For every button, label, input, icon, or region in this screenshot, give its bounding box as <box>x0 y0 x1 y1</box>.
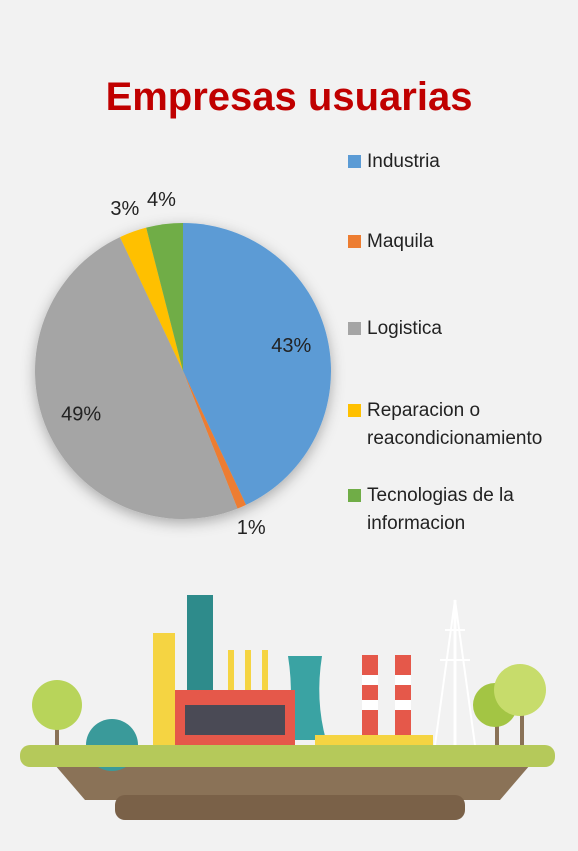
legend-label: Tecnologias de la informacion <box>367 485 514 534</box>
tree <box>494 664 546 716</box>
legend-swatch <box>348 322 361 335</box>
legend-swatch <box>348 155 361 168</box>
pipe <box>245 650 251 692</box>
legend-swatch <box>348 235 361 248</box>
stack-1 <box>362 655 378 740</box>
legend-item: Maquila <box>348 228 573 256</box>
legend-label: Maquila <box>367 231 434 252</box>
power-tower <box>434 599 476 746</box>
cooling-tower <box>285 656 326 740</box>
data-label: 4% <box>147 189 176 211</box>
legend-item: Reparacion o reacondicionamiento <box>348 397 573 453</box>
pie-slice <box>183 223 331 505</box>
pipe <box>228 650 234 692</box>
data-label: 43% <box>271 335 311 357</box>
tree <box>32 680 82 730</box>
legend-item: Tecnologias de la informacion <box>348 482 573 538</box>
pie-slice <box>34 237 238 520</box>
legend-label: Logistica <box>367 318 442 339</box>
stack-2-band <box>395 675 411 685</box>
pie-slice <box>183 371 247 509</box>
factory-stripes <box>185 705 285 735</box>
yellow-tower <box>153 633 175 748</box>
stack-1-band <box>362 675 378 685</box>
stack-1-band <box>362 700 378 710</box>
ground-grass <box>20 745 555 767</box>
pie <box>34 223 331 520</box>
data-labels: 43% 1% 49% 3% 4% <box>61 189 311 539</box>
legend-label: Industria <box>367 151 440 172</box>
pie-slice <box>119 227 183 371</box>
legend-swatch <box>348 489 361 502</box>
pie-slice <box>146 223 183 371</box>
pipe <box>262 650 268 692</box>
chimney <box>187 595 213 695</box>
legend-label: Reparacion o reacondicionamiento <box>367 400 543 449</box>
ground-base <box>55 765 530 800</box>
data-label: 49% <box>61 403 101 425</box>
legend-item: Industria <box>348 148 573 176</box>
legend-swatch <box>348 404 361 417</box>
legend-item: Logistica <box>348 315 573 343</box>
ground-bottom <box>115 795 465 820</box>
data-label: 1% <box>237 517 266 539</box>
stack-2-band <box>395 700 411 710</box>
chart-title: Empresas usuarias <box>105 75 473 119</box>
stack-2 <box>395 655 411 740</box>
illustration <box>20 595 555 820</box>
data-label: 3% <box>110 198 139 220</box>
